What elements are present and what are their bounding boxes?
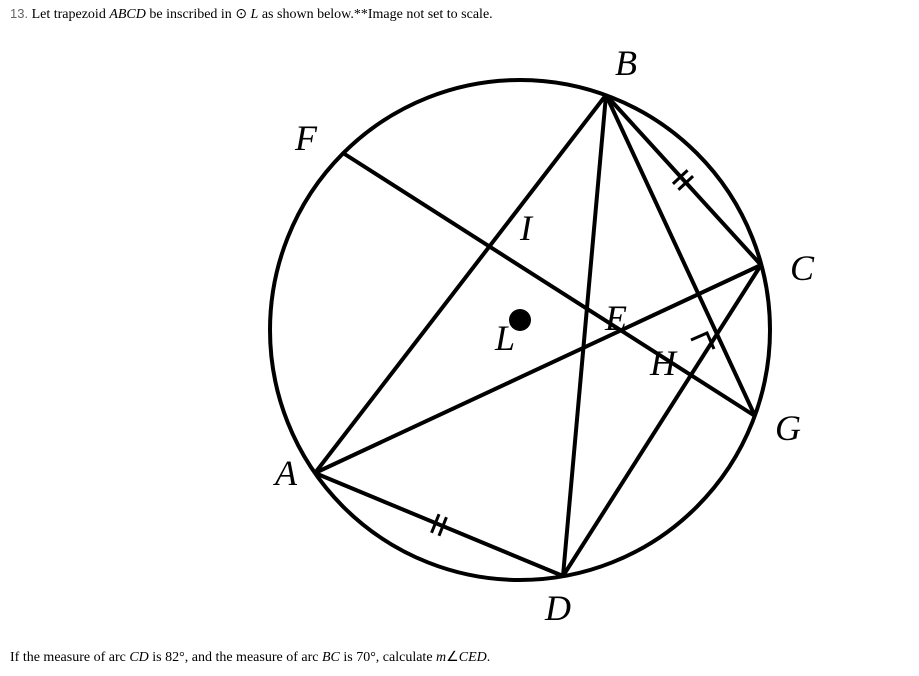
diagram-container: B F C A G D L E I H bbox=[220, 30, 820, 630]
label-F: F bbox=[294, 118, 318, 158]
footer-mid3: is bbox=[340, 650, 356, 665]
question-suffix: as shown below.**Image not set to scale. bbox=[258, 7, 492, 22]
label-L: L bbox=[494, 318, 515, 358]
angle-symbol: ∠ bbox=[446, 650, 459, 665]
angle-name: CED bbox=[459, 650, 487, 665]
circle-symbol: ⊙ bbox=[235, 6, 247, 23]
label-C: C bbox=[790, 248, 815, 288]
line-AD bbox=[315, 473, 563, 576]
footer-mid1: is bbox=[149, 650, 165, 665]
arc1-name: CD bbox=[129, 650, 148, 665]
footer-suffix: . bbox=[487, 650, 491, 665]
geometry-diagram: B F C A G D L E I H bbox=[220, 30, 820, 630]
angle-prefix: m bbox=[436, 650, 446, 665]
arc2-name: BC bbox=[322, 650, 340, 665]
label-H: H bbox=[649, 343, 678, 383]
question-prefix: Let trapezoid bbox=[32, 7, 110, 22]
label-G: G bbox=[775, 408, 801, 448]
arc2-measure: 70° bbox=[356, 650, 376, 665]
label-I: I bbox=[519, 208, 534, 248]
line-AB bbox=[315, 95, 606, 473]
question-mid1: be inscribed in bbox=[146, 7, 235, 22]
footer-prefix: If the measure of arc bbox=[10, 650, 129, 665]
label-A: A bbox=[273, 453, 298, 493]
line-BD bbox=[563, 95, 606, 576]
footer-mid4: , calculate bbox=[376, 650, 436, 665]
question-number: 13. bbox=[10, 6, 28, 21]
question-header: 13. Let trapezoid ABCD be inscribed in ⊙… bbox=[10, 6, 493, 23]
label-D: D bbox=[544, 588, 571, 628]
line-BC bbox=[606, 95, 761, 265]
trapezoid-name: ABCD bbox=[109, 7, 146, 22]
label-B: B bbox=[615, 43, 637, 83]
arc1-measure: 82° bbox=[165, 650, 185, 665]
footer-mid2: , and the measure of arc bbox=[185, 650, 322, 665]
label-E: E bbox=[604, 298, 627, 338]
question-footer: If the measure of arc CD is 82°, and the… bbox=[10, 649, 490, 666]
